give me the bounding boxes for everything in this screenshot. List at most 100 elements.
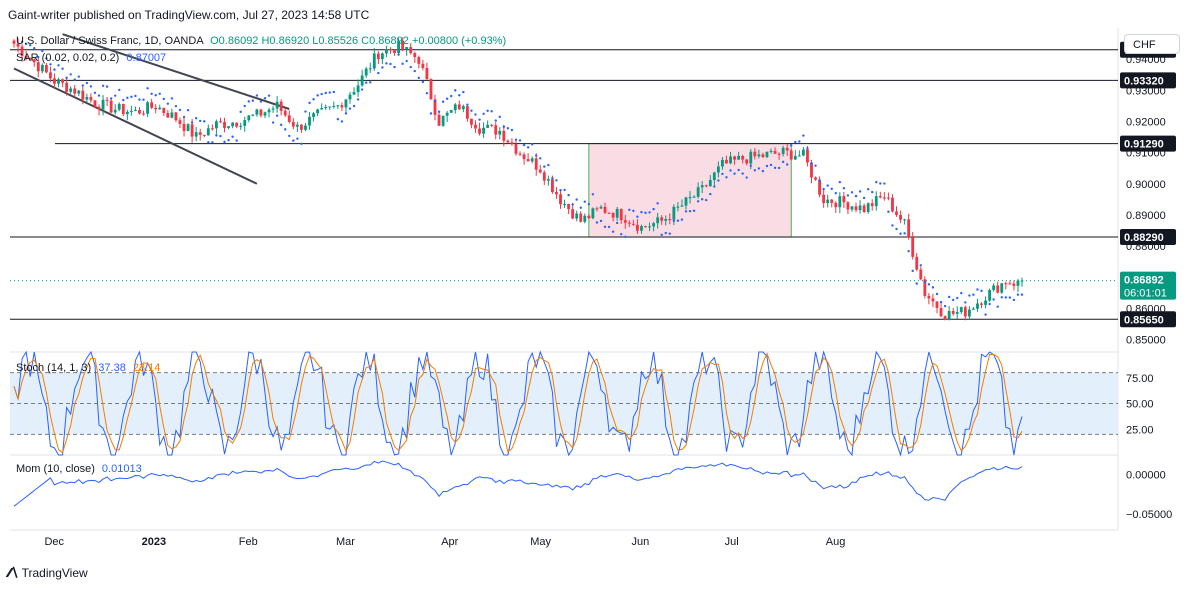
sar-dot	[425, 91, 429, 95]
candle-body	[97, 106, 101, 110]
candle-body	[729, 156, 732, 164]
candle-body	[227, 126, 230, 128]
sar-dot	[737, 168, 740, 172]
candle-body	[77, 90, 81, 94]
candle-body	[320, 108, 324, 110]
candle-body	[474, 124, 477, 129]
sar-dot	[284, 128, 287, 131]
sar-dot	[57, 64, 60, 67]
momentum-line	[13, 460, 1023, 507]
candle-body	[16, 43, 20, 47]
stoch-tick-label: 75.00	[1126, 373, 1154, 385]
sar-dot	[717, 179, 720, 182]
candle-body	[959, 307, 963, 313]
candle-body	[65, 82, 69, 92]
sar-dot	[462, 90, 465, 94]
sar-dot	[615, 221, 619, 225]
candle-body	[162, 107, 166, 113]
sar-dot	[733, 172, 736, 175]
sar-dot	[304, 110, 307, 113]
candle-body	[279, 101, 283, 111]
candle-body	[793, 156, 797, 160]
countdown-label: 06:01:01	[1124, 288, 1167, 300]
sar-dot	[385, 62, 388, 65]
sar-dot	[806, 147, 809, 150]
candle-body	[595, 208, 599, 210]
candle-body	[980, 303, 983, 305]
candle-body	[510, 142, 514, 145]
sar-dot	[186, 109, 190, 112]
sar-dot	[862, 196, 866, 200]
sar-dot	[450, 94, 453, 98]
candle-body	[874, 196, 878, 207]
sar-dot	[810, 162, 813, 165]
sar-dot	[773, 166, 777, 170]
candle-body	[214, 121, 218, 129]
sar-dot	[340, 120, 344, 123]
sar-dot	[871, 190, 874, 194]
sar-dot	[826, 184, 829, 187]
candle-body	[478, 128, 481, 134]
sar-dot	[478, 118, 481, 121]
date-tick-label: Jul	[725, 536, 739, 548]
candle-body	[757, 154, 761, 157]
sar-dot	[988, 302, 991, 306]
sar-dot	[150, 92, 153, 95]
candle-body	[668, 219, 672, 221]
candle-body	[696, 187, 700, 197]
sar-dot	[85, 81, 89, 85]
ohlc-values: O0.86092 H0.86920 L0.85526 C0.86892 +0.0…	[210, 35, 507, 47]
sar-dot	[130, 95, 133, 99]
sar-dot	[486, 109, 489, 112]
sar-dot	[960, 291, 963, 295]
price-tick-label: 0.88000	[1126, 241, 1166, 253]
sar-dot	[753, 169, 757, 172]
candle-body	[939, 308, 943, 317]
sar-dot	[207, 141, 210, 144]
candle-body	[660, 217, 664, 221]
sar-dot	[470, 109, 473, 112]
sar-dot	[834, 191, 837, 195]
candle-body	[28, 57, 32, 60]
candle-body	[158, 107, 162, 110]
candle-body	[461, 106, 465, 110]
sar-dot	[288, 134, 291, 138]
sar-dot	[757, 167, 761, 170]
sar-dot	[114, 94, 117, 97]
sar-dot	[818, 179, 821, 182]
candle-body	[882, 197, 886, 199]
candle-body	[255, 109, 259, 115]
candle-body	[789, 150, 793, 160]
currency-button[interactable]: CHF	[1124, 34, 1180, 54]
candle-body	[692, 196, 696, 198]
sar-dot	[122, 98, 125, 102]
sar-dot	[628, 208, 631, 211]
candle-body	[810, 162, 813, 178]
sar-dot	[551, 176, 554, 180]
candle-body	[206, 128, 210, 136]
candle-body	[955, 312, 959, 314]
sar-dot	[33, 46, 36, 50]
sar-dot	[854, 194, 858, 198]
sar-dot	[692, 209, 696, 212]
candle-body	[267, 109, 271, 113]
candle-body	[797, 155, 801, 157]
candle-body	[967, 309, 971, 317]
sar-dot	[652, 207, 655, 211]
candle-body	[895, 211, 898, 215]
candle-body	[822, 194, 826, 204]
sar-dot	[118, 88, 121, 92]
candle-body	[721, 159, 724, 167]
sar-dot	[915, 282, 918, 285]
sar-dot	[77, 75, 80, 78]
sar-dot	[765, 164, 769, 168]
sar-dot	[530, 143, 534, 146]
date-tick-label: Feb	[239, 536, 258, 548]
sar-dot	[939, 300, 943, 304]
sar-dot	[61, 67, 64, 70]
candle-body	[927, 295, 931, 299]
candle-body	[502, 130, 506, 141]
sar-dot	[1004, 296, 1008, 299]
trendline	[62, 33, 290, 110]
